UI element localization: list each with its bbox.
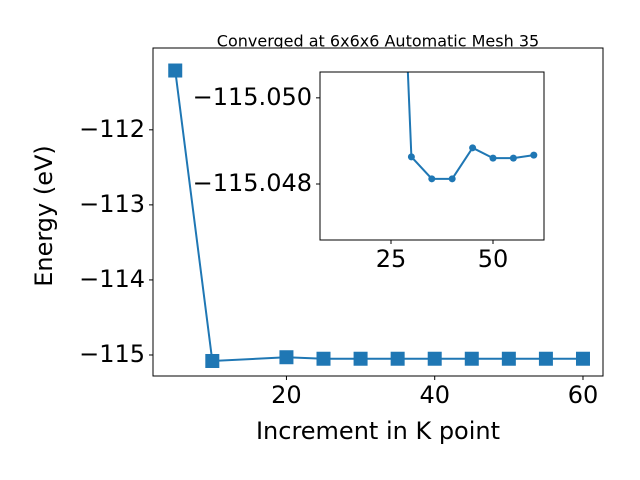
y-tick-label: −115.050 <box>193 83 312 111</box>
marker <box>530 151 538 159</box>
x-tick-label: 20 <box>271 381 302 409</box>
marker <box>464 351 479 366</box>
x-tick-label: 50 <box>478 245 509 273</box>
axes-frame <box>152 47 604 377</box>
x-tick-label: 60 <box>568 381 599 409</box>
marker <box>469 144 477 152</box>
marker <box>168 63 183 78</box>
series <box>406 72 538 183</box>
y-tick-label: −115 <box>79 340 145 368</box>
marker <box>205 353 220 368</box>
marker <box>407 153 415 161</box>
marker <box>316 351 331 366</box>
marker <box>279 350 294 365</box>
series <box>168 63 590 368</box>
axes-frame <box>319 71 545 241</box>
y-tick-label: −113 <box>79 190 145 218</box>
marker <box>390 351 405 366</box>
marker <box>353 351 368 366</box>
x-tick-label: 40 <box>419 381 450 409</box>
marker <box>448 175 456 183</box>
y-axis-label: Energy (eV) <box>30 145 58 287</box>
y-tick-label: −112 <box>79 115 145 143</box>
x-tick-label: 25 <box>376 245 407 273</box>
marker <box>575 351 590 366</box>
marker <box>509 154 517 162</box>
plot-area <box>320 72 544 240</box>
marker <box>538 351 553 366</box>
marker <box>428 175 436 183</box>
marker <box>427 351 442 366</box>
y-tick-label: −115.048 <box>193 169 312 197</box>
marker <box>501 351 516 366</box>
x-axis-label: Increment in K point <box>256 417 500 445</box>
chart-title: Converged at 6x6x6 Automatic Mesh 35 <box>217 32 539 51</box>
marker <box>489 154 497 162</box>
y-tick-label: −114 <box>79 265 145 293</box>
